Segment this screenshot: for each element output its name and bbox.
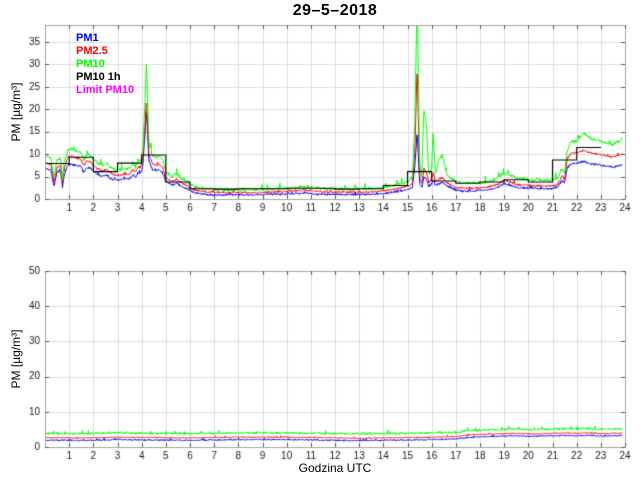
legend-item-pm10-1h: PM10 1h <box>76 71 121 83</box>
legend-item-pm2-5: PM2.5 <box>76 45 108 57</box>
legend: PM1 PM2.5 PM10 PM10 1h Limit PM10 <box>76 32 134 97</box>
y-axis-label-bottom: PM [µg/m³] <box>9 329 23 389</box>
y-axis-label-top: PM [µg/m³] <box>9 82 23 142</box>
legend-item-pm10: PM10 <box>76 58 105 70</box>
x-axis-label: Godzina UTC <box>298 461 372 475</box>
legend-item-limit-pm10: Limit PM10 <box>76 84 135 96</box>
legend-item-pm1: PM1 <box>76 32 99 44</box>
chart-title: 29–5–2018 <box>292 2 378 19</box>
